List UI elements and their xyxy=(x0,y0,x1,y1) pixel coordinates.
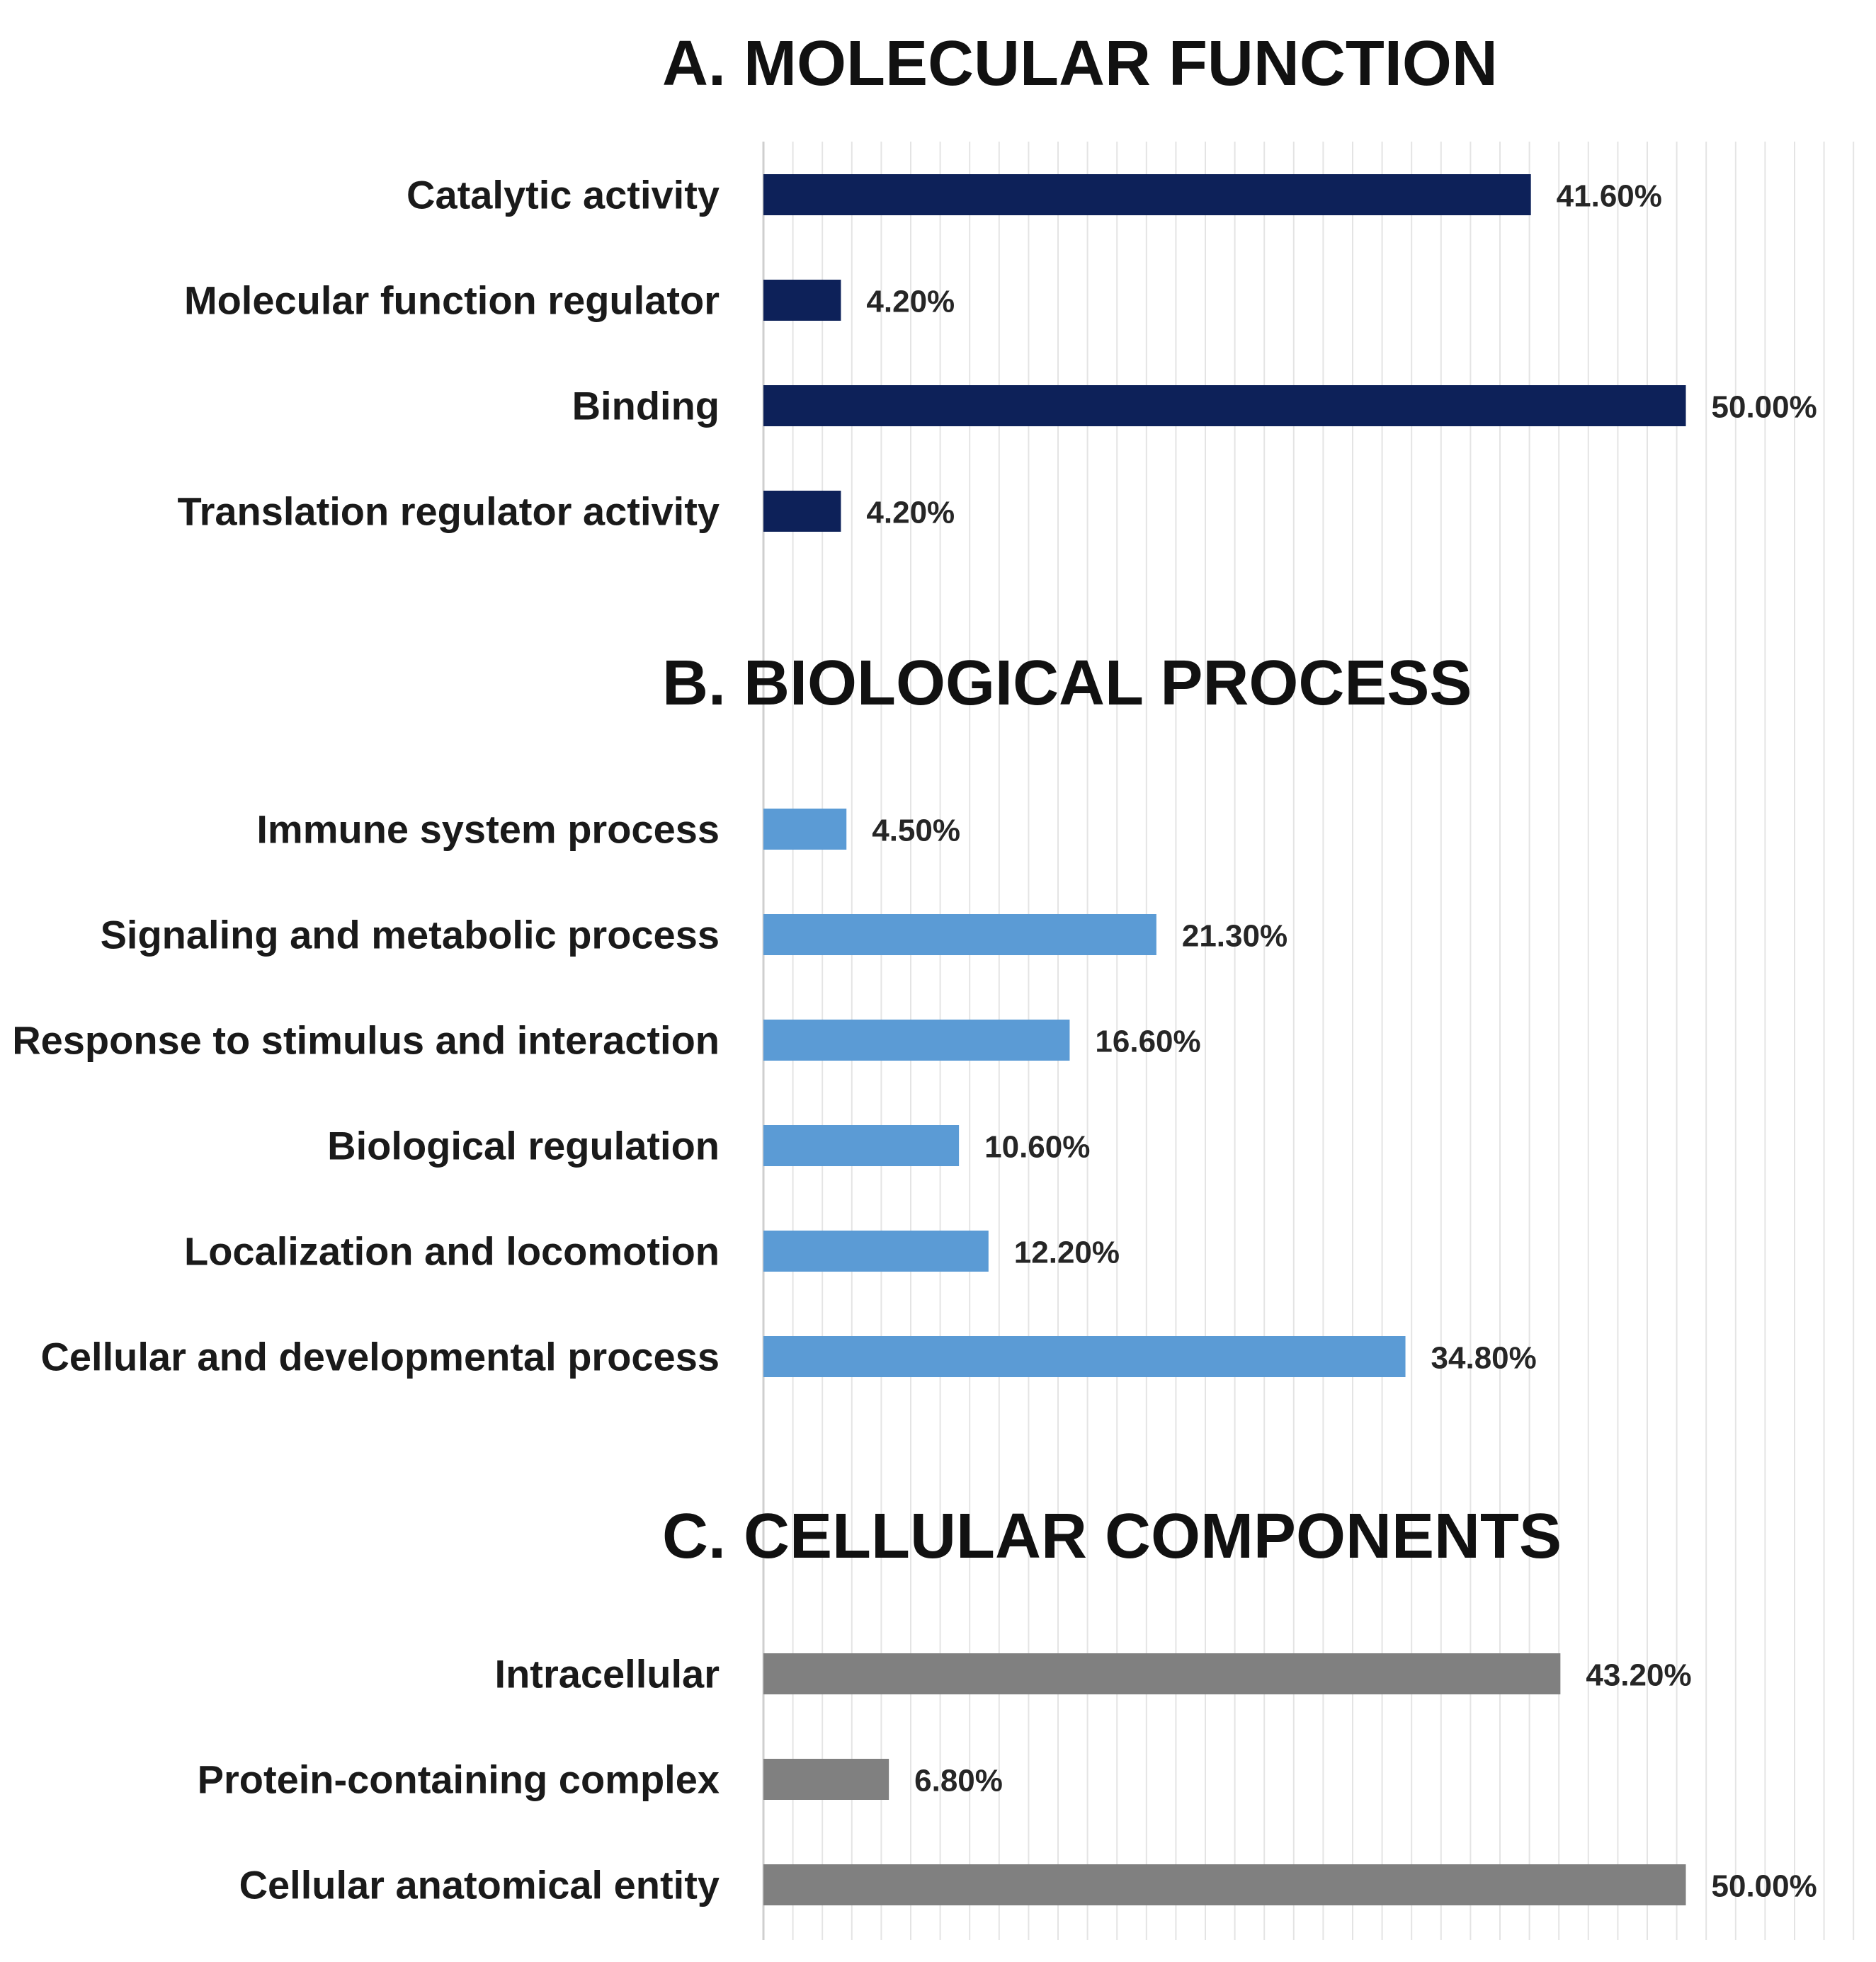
bar-b-biological-process-1 xyxy=(763,809,847,850)
bar-c-cellular-components-1 xyxy=(763,1653,1561,1694)
data-label: 4.20% xyxy=(866,496,955,530)
data-label: 50.00% xyxy=(1712,1869,1817,1904)
category-label: Protein-containing complex xyxy=(198,1757,720,1802)
category-label: Localization and locomotion xyxy=(184,1229,720,1274)
category-label: Intracellular xyxy=(495,1652,720,1696)
category-label: Response to stimulus and interaction xyxy=(12,1018,720,1063)
labels-layer: A. MOLECULAR FUNCTION Catalytic activity 4… xyxy=(12,28,1817,1907)
category-label: Immune system process xyxy=(256,807,720,852)
bars-layer xyxy=(763,174,1686,1905)
category-label: Catalytic activity xyxy=(407,173,720,217)
bar-c-cellular-components-2 xyxy=(763,1759,889,1800)
data-label: 10.60% xyxy=(984,1130,1090,1165)
grid-layer xyxy=(762,142,1855,1940)
bar-b-biological-process-4 xyxy=(763,1125,960,1166)
data-label: 4.20% xyxy=(866,285,955,319)
bar-c-cellular-components-3 xyxy=(763,1864,1686,1905)
data-label: 21.30% xyxy=(1182,919,1287,954)
section-title-a-molecular-function: A. MOLECULAR FUNCTION xyxy=(662,28,1498,99)
category-label: Cellular and developmental process xyxy=(40,1335,720,1379)
data-label: 6.80% xyxy=(914,1764,1003,1798)
data-label: 4.50% xyxy=(872,814,960,848)
bar-b-biological-process-5 xyxy=(763,1231,989,1272)
bar-a-molecular-function-4 xyxy=(763,491,841,532)
data-label: 12.20% xyxy=(1014,1236,1120,1270)
category-label: Binding xyxy=(572,384,720,428)
data-label: 41.60% xyxy=(1557,179,1662,214)
category-label: Signaling and metabolic process xyxy=(101,913,720,957)
data-label: 34.80% xyxy=(1431,1341,1537,1376)
bar-a-molecular-function-1 xyxy=(763,174,1531,215)
category-label: Molecular function regulator xyxy=(184,278,720,323)
data-label: 16.60% xyxy=(1095,1025,1200,1059)
category-label: Cellular anatomical entity xyxy=(239,1863,720,1907)
section-title-c-cellular-components: C. CELLULAR COMPONENTS xyxy=(662,1501,1562,1572)
category-label: Biological regulation xyxy=(327,1124,720,1168)
data-label: 50.00% xyxy=(1712,390,1817,425)
bar-b-biological-process-3 xyxy=(763,1020,1070,1061)
data-label: 43.20% xyxy=(1586,1658,1691,1693)
category-label: Translation regulator activity xyxy=(177,489,720,534)
bar-a-molecular-function-3 xyxy=(763,385,1686,426)
bar-b-biological-process-6 xyxy=(763,1336,1406,1377)
bar-a-molecular-function-2 xyxy=(763,280,841,321)
section-title-b-biological-process: B. BIOLOGICAL PROCESS xyxy=(662,648,1472,719)
bar-b-biological-process-2 xyxy=(763,914,1156,955)
